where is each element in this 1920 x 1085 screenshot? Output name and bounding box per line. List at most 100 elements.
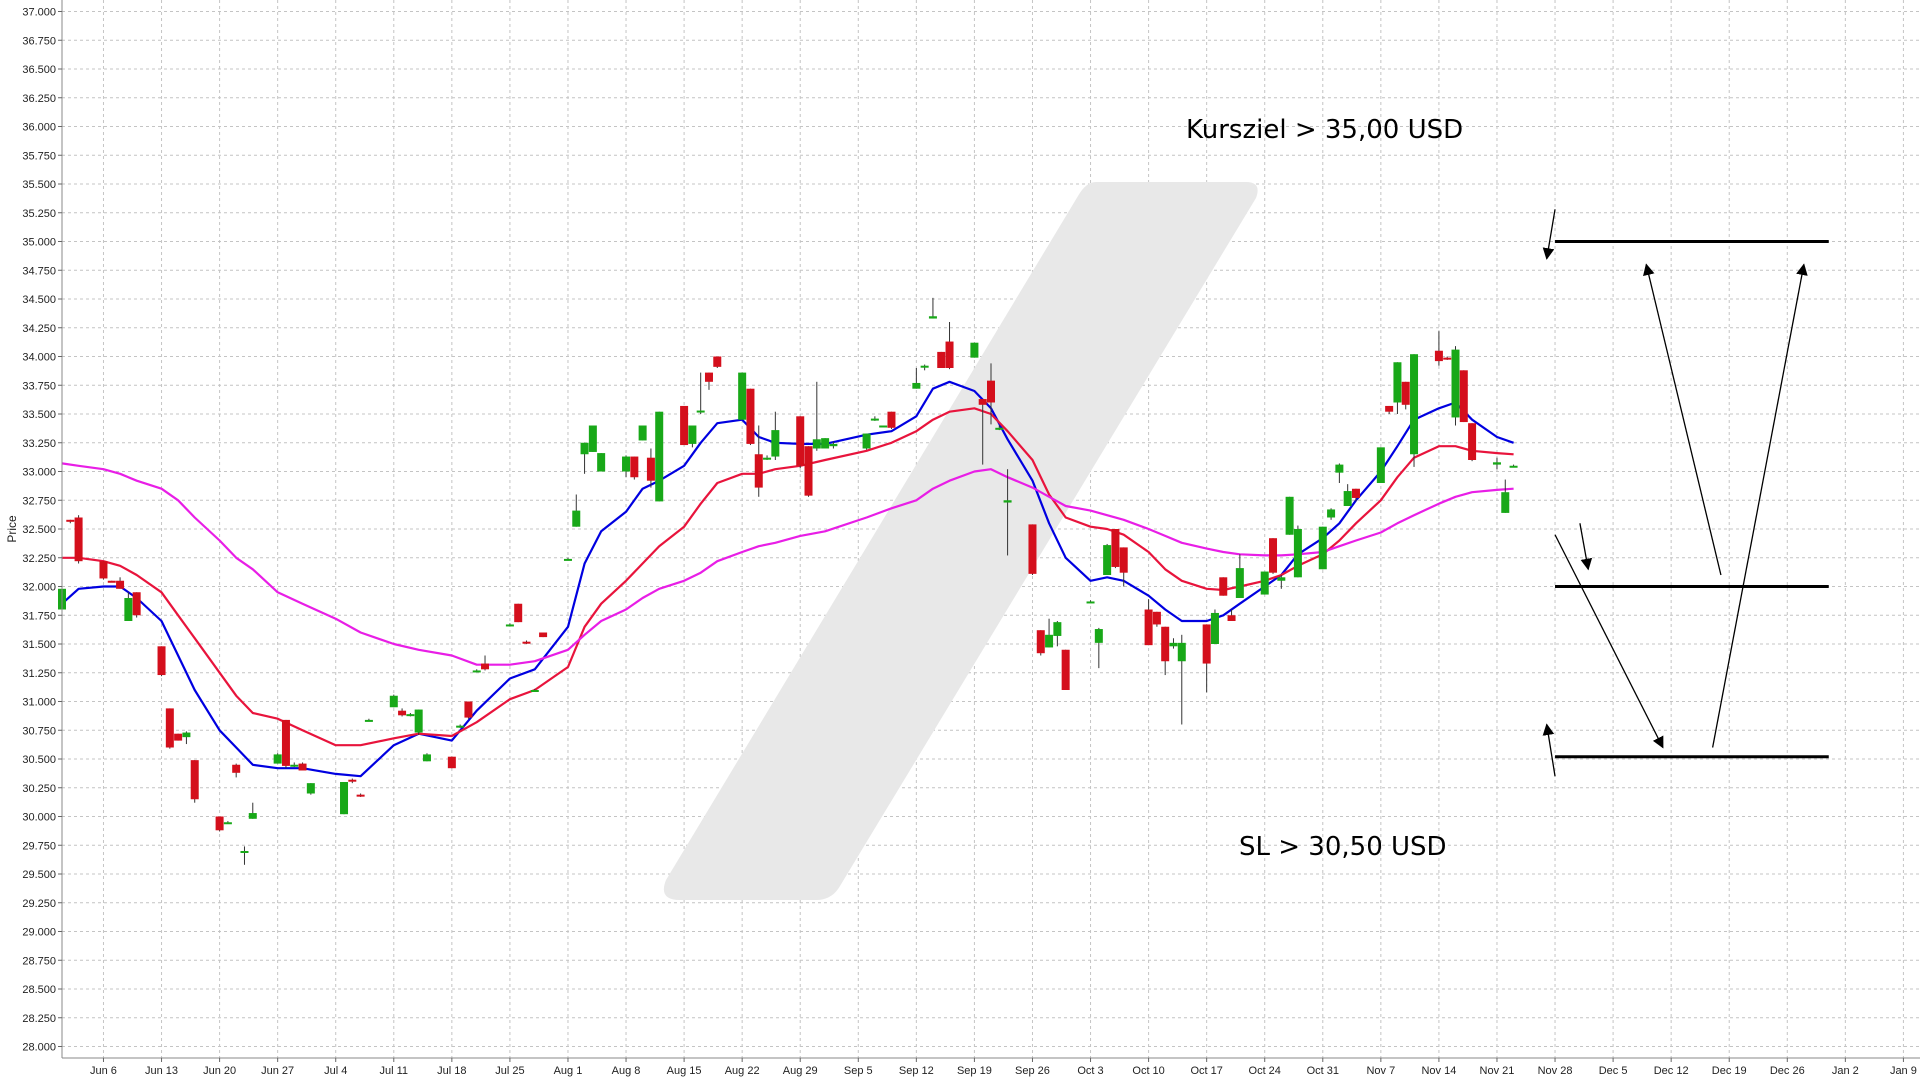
candle-body (638, 425, 647, 441)
x-tick-label: Jul 4 (324, 1065, 347, 1077)
candle (622, 455, 631, 478)
y-tick-label: 32.750 (22, 495, 56, 507)
axes: 28.000 28.250 28.500 28.750 29.000 29.250 29.5… (22, 0, 1920, 1077)
y-tick-label: 31.750 (22, 610, 56, 622)
candle-body (763, 457, 772, 460)
candle (406, 713, 415, 717)
candle (1492, 457, 1501, 470)
candle (763, 455, 772, 460)
candle-body (1285, 496, 1294, 535)
candle (223, 821, 232, 825)
candle (1318, 526, 1327, 570)
y-tick-label: 29.500 (22, 869, 56, 881)
candle (1119, 547, 1128, 587)
candle (1277, 575, 1286, 589)
y-tick-label: 35.000 (22, 237, 56, 249)
x-tick-label: Aug 29 (783, 1065, 818, 1077)
candle (862, 433, 871, 450)
y-tick-label: 29.250 (22, 898, 56, 910)
candle (1293, 525, 1302, 578)
candle-body (456, 725, 465, 728)
candle (1443, 356, 1452, 360)
candle (879, 425, 888, 428)
candle (1376, 447, 1385, 483)
candle-body (223, 822, 232, 825)
y-tick-label: 36.750 (22, 35, 56, 47)
candle-body (215, 816, 224, 831)
candle (563, 557, 572, 561)
y-tick-label: 35.750 (22, 150, 56, 162)
candle (1343, 484, 1352, 506)
x-tick-label: Jul 11 (380, 1065, 409, 1077)
candle-body (1343, 491, 1352, 506)
candle (298, 762, 307, 771)
x-tick-label: Oct 3 (1077, 1065, 1103, 1077)
candle-body (978, 399, 987, 405)
candle-body (970, 342, 979, 358)
candle-body (862, 433, 871, 449)
y-tick-label: 28.000 (22, 1042, 56, 1054)
candle-body (928, 316, 937, 319)
y-tick-label: 31.250 (22, 668, 56, 680)
candle-body (472, 670, 481, 673)
candle (1260, 571, 1269, 595)
candle-body (1434, 350, 1443, 362)
candle-body (1443, 357, 1452, 360)
candle-body (1144, 609, 1153, 646)
candle-body (738, 372, 747, 420)
y-tick-label: 30.250 (22, 783, 56, 795)
candle (1169, 638, 1178, 649)
candle (1219, 577, 1228, 596)
y-tick-label: 33.250 (22, 438, 56, 450)
candle-body (99, 561, 108, 579)
candle (116, 577, 125, 589)
candle-body (1086, 601, 1095, 604)
candle (1053, 621, 1062, 647)
candle-body (630, 456, 639, 478)
candle (66, 519, 75, 524)
watermark-logo (663, 182, 1258, 900)
x-tick-label: Jan 2 (1832, 1065, 1859, 1077)
candle-body (248, 813, 257, 819)
candle-body (1492, 462, 1501, 465)
candle (414, 709, 423, 735)
candle (680, 405, 689, 446)
candle (870, 416, 879, 421)
candle-body (464, 701, 473, 718)
candle (1152, 611, 1161, 627)
candle (995, 425, 1004, 431)
candle-body (563, 558, 572, 561)
candle (1451, 346, 1460, 426)
candle (1144, 599, 1153, 646)
candle-body (1094, 629, 1103, 643)
support-pointer-arrow (1579, 523, 1593, 571)
candle-body (1227, 615, 1236, 621)
moving-average-line (61, 462, 1514, 666)
candle-body (995, 427, 1004, 430)
candle (887, 411, 896, 429)
candle (74, 515, 83, 564)
candle-body (821, 438, 830, 449)
candle-body (887, 411, 896, 428)
y-tick-label: 33.000 (22, 467, 56, 479)
candle-body (539, 632, 548, 638)
candle-body (754, 454, 763, 488)
x-tick-label: Oct 17 (1190, 1065, 1222, 1077)
candle (1061, 649, 1070, 690)
candle (290, 762, 299, 768)
candle (514, 603, 523, 623)
candle (821, 438, 830, 449)
y-tick-label: 34.000 (22, 352, 56, 364)
candle-body (1061, 649, 1070, 690)
candle-body (796, 416, 805, 466)
candle (1227, 609, 1236, 621)
candle-body (1003, 500, 1012, 503)
candle (340, 782, 349, 815)
x-tick-label: Sep 5 (844, 1065, 873, 1077)
candle-body (1509, 465, 1518, 468)
candle-body (240, 851, 249, 853)
candle (273, 753, 282, 764)
x-tick-label: Aug 22 (725, 1065, 760, 1077)
x-tick-label: Oct 10 (1132, 1065, 1164, 1077)
candle (987, 363, 995, 425)
